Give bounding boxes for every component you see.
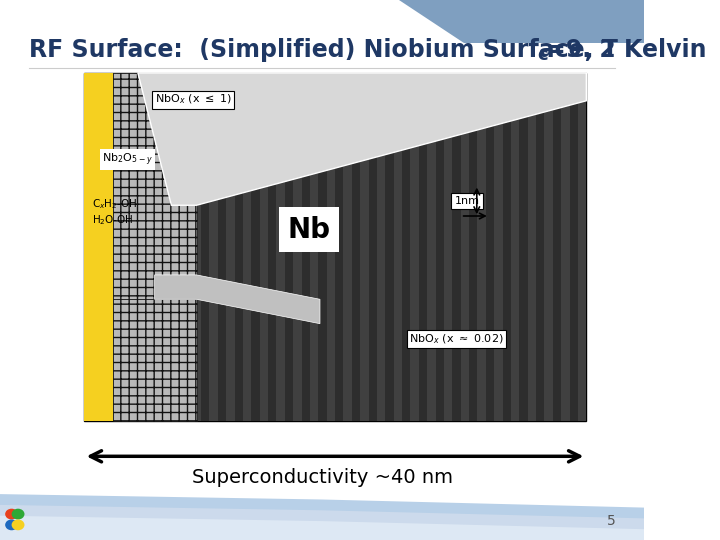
Text: RF Surface:  (Simplified) Niobium Surface, T: RF Surface: (Simplified) Niobium Surface… bbox=[29, 38, 618, 62]
Bar bbox=[109, 73, 117, 421]
Bar bbox=[251, 73, 260, 421]
Bar bbox=[503, 73, 511, 421]
Bar bbox=[394, 73, 402, 421]
Bar bbox=[176, 73, 184, 421]
Bar bbox=[369, 73, 377, 421]
Bar bbox=[235, 73, 243, 421]
Bar bbox=[385, 73, 394, 421]
Bar bbox=[168, 73, 176, 421]
Bar bbox=[101, 73, 109, 421]
Bar bbox=[84, 73, 113, 421]
Bar bbox=[243, 73, 251, 421]
Bar bbox=[561, 73, 570, 421]
Text: NbO$_x$ (x $\leq$ 1): NbO$_x$ (x $\leq$ 1) bbox=[155, 93, 232, 106]
Bar bbox=[402, 73, 410, 421]
Text: 5: 5 bbox=[606, 514, 616, 528]
Polygon shape bbox=[155, 275, 320, 323]
Bar bbox=[486, 73, 494, 421]
Bar bbox=[327, 73, 335, 421]
Bar bbox=[268, 73, 276, 421]
Bar bbox=[528, 73, 536, 421]
Bar bbox=[536, 73, 544, 421]
Bar bbox=[570, 73, 578, 421]
Bar bbox=[150, 73, 159, 421]
Text: Superconductivity ~40 nm: Superconductivity ~40 nm bbox=[192, 468, 453, 488]
Text: C$_x$H$_2$-OH
H$_2$O-OH: C$_x$H$_2$-OH H$_2$O-OH bbox=[92, 197, 138, 227]
Bar bbox=[260, 73, 268, 421]
Circle shape bbox=[12, 519, 24, 530]
Bar bbox=[335, 73, 343, 421]
Bar bbox=[113, 73, 197, 299]
Bar bbox=[318, 73, 327, 421]
Bar bbox=[193, 73, 201, 421]
Bar bbox=[113, 299, 197, 421]
Bar bbox=[444, 73, 452, 421]
Bar bbox=[436, 73, 444, 421]
Bar bbox=[553, 73, 561, 421]
Polygon shape bbox=[0, 505, 644, 540]
Bar bbox=[210, 73, 217, 421]
Circle shape bbox=[5, 509, 18, 519]
Bar bbox=[293, 73, 302, 421]
Bar bbox=[217, 73, 226, 421]
Polygon shape bbox=[138, 73, 586, 205]
Bar bbox=[92, 73, 101, 421]
Bar bbox=[276, 73, 285, 421]
Bar bbox=[159, 73, 168, 421]
Polygon shape bbox=[0, 494, 644, 540]
Bar bbox=[427, 73, 436, 421]
Text: NbO$_x$ (x $\approx$ 0.02): NbO$_x$ (x $\approx$ 0.02) bbox=[409, 332, 504, 346]
Bar bbox=[578, 73, 586, 421]
Bar bbox=[419, 73, 427, 421]
Bar bbox=[143, 73, 150, 421]
Bar bbox=[310, 73, 318, 421]
Bar bbox=[84, 73, 586, 421]
Bar bbox=[134, 73, 143, 421]
Bar bbox=[285, 73, 293, 421]
Circle shape bbox=[5, 519, 18, 530]
Bar bbox=[201, 73, 210, 421]
Bar bbox=[302, 73, 310, 421]
Bar bbox=[126, 73, 134, 421]
Bar bbox=[519, 73, 528, 421]
Bar bbox=[360, 73, 369, 421]
Bar bbox=[452, 73, 461, 421]
Bar bbox=[494, 73, 503, 421]
Bar bbox=[84, 73, 92, 421]
Bar bbox=[377, 73, 385, 421]
Bar bbox=[226, 73, 235, 421]
Bar bbox=[117, 73, 126, 421]
Bar bbox=[410, 73, 419, 421]
Circle shape bbox=[12, 509, 24, 519]
Bar bbox=[544, 73, 553, 421]
Bar bbox=[511, 73, 519, 421]
Bar bbox=[343, 73, 352, 421]
Bar bbox=[477, 73, 486, 421]
Text: Nb: Nb bbox=[288, 215, 330, 244]
Text: 1nm: 1nm bbox=[454, 196, 480, 206]
Bar bbox=[184, 73, 193, 421]
Text: Nb$_2$O$_{5-y}$: Nb$_2$O$_{5-y}$ bbox=[102, 151, 153, 167]
Bar bbox=[469, 73, 477, 421]
Text: c: c bbox=[537, 46, 548, 64]
Polygon shape bbox=[0, 516, 644, 540]
Bar bbox=[461, 73, 469, 421]
Bar bbox=[352, 73, 360, 421]
Text: =9. 2 Kelvin: =9. 2 Kelvin bbox=[546, 38, 707, 62]
Polygon shape bbox=[400, 0, 644, 43]
